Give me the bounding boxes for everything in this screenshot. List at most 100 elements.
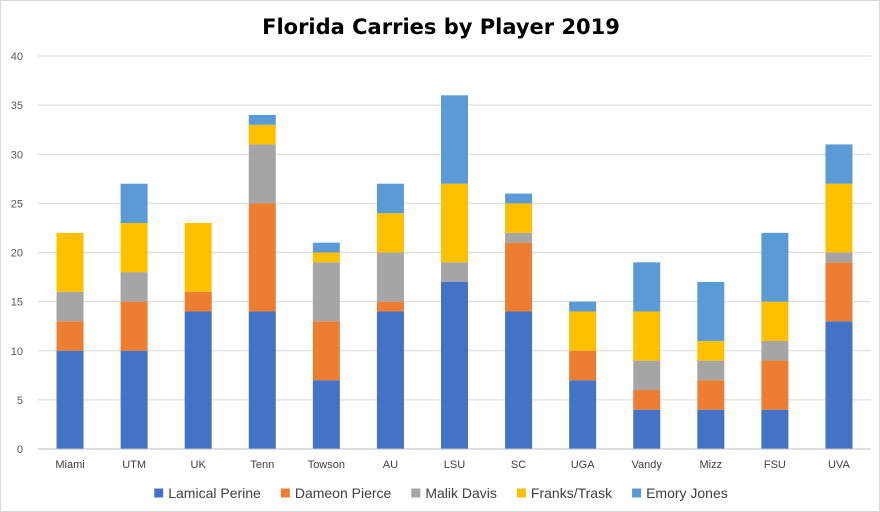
bar-segment-mizz-emory-jones xyxy=(697,281,725,341)
y-tick-label: 10 xyxy=(11,346,23,358)
legend-label: Dameon Pierce xyxy=(295,485,392,501)
x-category-label: UK xyxy=(191,459,207,471)
bar-segment-utm-lamical-perine xyxy=(120,350,148,449)
bar-segment-uk-franks-trask xyxy=(184,223,212,292)
bar-segment-sc-franks-trask xyxy=(505,203,533,233)
bar-segment-lsu-franks-trask xyxy=(441,183,468,263)
bar-segment-uva-malik-davis xyxy=(825,252,853,263)
bar-segment-utm-dameon-pierce xyxy=(120,301,148,351)
chart-title: Florida Carries by Player 2019 xyxy=(262,15,620,39)
bar-segment-au-dameon-pierce xyxy=(376,301,404,312)
y-tick-label: 40 xyxy=(11,51,23,63)
bar-segment-au-malik-davis xyxy=(376,252,404,302)
x-category-label: UGA xyxy=(571,459,596,471)
legend-swatch xyxy=(154,488,164,498)
bar-segment-uk-lamical-perine xyxy=(184,311,212,449)
bar-segment-miami-malik-davis xyxy=(56,291,84,322)
bar-segment-sc-emory-jones xyxy=(505,193,533,204)
bar-segment-miami-lamical-perine xyxy=(56,350,84,449)
legend-swatch xyxy=(411,488,421,498)
bar-segment-lsu-emory-jones xyxy=(441,95,468,184)
bar-segment-towson-malik-davis xyxy=(312,262,340,322)
bar-segment-towson-emory-jones xyxy=(312,242,340,253)
bar-segment-fsu-emory-jones xyxy=(761,232,789,302)
bar-segment-fsu-franks-trask xyxy=(761,301,789,341)
bar-segment-tenn-franks-trask xyxy=(248,124,276,145)
bar-segment-au-lamical-perine xyxy=(376,311,404,449)
legend-item: Emory Jones xyxy=(632,485,728,501)
bar-segment-towson-dameon-pierce xyxy=(312,321,340,381)
bar-segment-mizz-franks-trask xyxy=(697,340,725,361)
bar-segment-uva-lamical-perine xyxy=(825,321,853,449)
legend-label: Emory Jones xyxy=(646,485,728,501)
bar-segment-lsu-lamical-perine xyxy=(441,281,468,449)
bar-segment-mizz-dameon-pierce xyxy=(697,380,725,410)
y-tick-label: 0 xyxy=(17,444,23,456)
y-tick-label: 30 xyxy=(11,149,23,161)
y-tick-label: 15 xyxy=(11,297,23,309)
bar-segment-utm-malik-davis xyxy=(120,272,148,302)
legend-item: Dameon Pierce xyxy=(280,485,392,501)
bar-segment-vandy-malik-davis xyxy=(633,360,661,391)
bar-segment-utm-franks-trask xyxy=(120,223,148,273)
bar-segment-tenn-emory-jones xyxy=(248,114,276,125)
bar-segment-au-emory-jones xyxy=(376,183,404,214)
bar-segment-mizz-malik-davis xyxy=(697,360,725,381)
y-tick-label: 35 xyxy=(11,100,23,112)
x-category-label: UTM xyxy=(122,459,146,471)
x-category-label: Towson xyxy=(308,459,345,471)
y-tick-label: 25 xyxy=(11,198,23,210)
bar-segment-sc-dameon-pierce xyxy=(505,242,533,312)
bar-segment-miami-dameon-pierce xyxy=(56,321,84,351)
x-category-label: Tenn xyxy=(250,459,274,471)
legend-label: Lamical Perine xyxy=(168,485,261,501)
legend: Lamical Perine Dameon Pierce Malik Davis Fr… xyxy=(154,485,728,501)
bar-segment-tenn-lamical-perine xyxy=(248,311,276,449)
y-tick-label: 20 xyxy=(11,248,23,260)
bars xyxy=(56,95,853,449)
x-category-label: LSU xyxy=(444,459,465,471)
bar-segment-uga-dameon-pierce xyxy=(569,350,597,381)
bar-segment-vandy-lamical-perine xyxy=(633,409,661,449)
y-tick-label: 5 xyxy=(17,395,23,407)
bar-segment-tenn-malik-davis xyxy=(248,144,276,204)
bar-segment-vandy-dameon-pierce xyxy=(633,390,661,410)
bar-segment-utm-emory-jones xyxy=(120,183,148,224)
legend-label: Franks/Trask xyxy=(531,485,613,501)
bar-segment-uk-dameon-pierce xyxy=(184,291,212,312)
legend-swatch xyxy=(280,488,290,498)
bar-segment-uga-franks-trask xyxy=(569,311,597,351)
bar-segment-au-franks-trask xyxy=(376,213,404,253)
bar-segment-towson-franks-trask xyxy=(312,252,340,263)
y-axis-tick-labels: 0 5 10 15 20 25 30 35 40 xyxy=(11,51,23,456)
bar-segment-miami-franks-trask xyxy=(56,232,84,292)
legend-item: Franks/Trask xyxy=(516,485,613,501)
legend-swatch xyxy=(516,488,526,498)
x-category-label: AU xyxy=(383,459,398,471)
x-category-label: UVA xyxy=(828,459,850,471)
bar-segment-towson-lamical-perine xyxy=(312,380,340,449)
bar-segment-fsu-dameon-pierce xyxy=(761,360,789,410)
x-category-label: SC xyxy=(511,459,526,471)
bar-segment-vandy-emory-jones xyxy=(633,262,661,312)
bar-segment-mizz-lamical-perine xyxy=(697,409,725,449)
bar-segment-uva-dameon-pierce xyxy=(825,262,853,322)
bar-segment-uga-lamical-perine xyxy=(569,380,597,449)
x-category-label: Miami xyxy=(55,459,84,471)
x-category-label: Mizz xyxy=(700,459,723,471)
bar-segment-vandy-franks-trask xyxy=(633,311,661,361)
bar-segment-uga-emory-jones xyxy=(569,301,597,312)
bar-segment-tenn-dameon-pierce xyxy=(248,203,276,312)
bar-segment-uva-emory-jones xyxy=(825,144,853,184)
bar-segment-uva-franks-trask xyxy=(825,183,853,253)
legend-item: Lamical Perine xyxy=(154,485,261,501)
x-axis-category-labels: Miami UTM UK Tenn Towson AU LSU SC UGA Vandy Mizz F… xyxy=(55,459,850,471)
legend-item: Malik Davis xyxy=(411,485,497,501)
x-category-label: Vandy xyxy=(632,459,663,471)
bar-segment-sc-malik-davis xyxy=(505,232,533,243)
bar-segment-lsu-malik-davis xyxy=(441,262,468,282)
bar-segment-fsu-malik-davis xyxy=(761,340,789,361)
legend-swatch xyxy=(632,488,642,498)
